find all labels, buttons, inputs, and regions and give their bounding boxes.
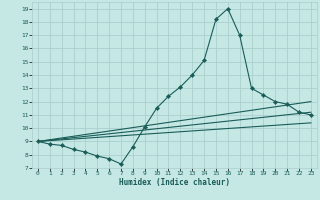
X-axis label: Humidex (Indice chaleur): Humidex (Indice chaleur) bbox=[119, 178, 230, 187]
